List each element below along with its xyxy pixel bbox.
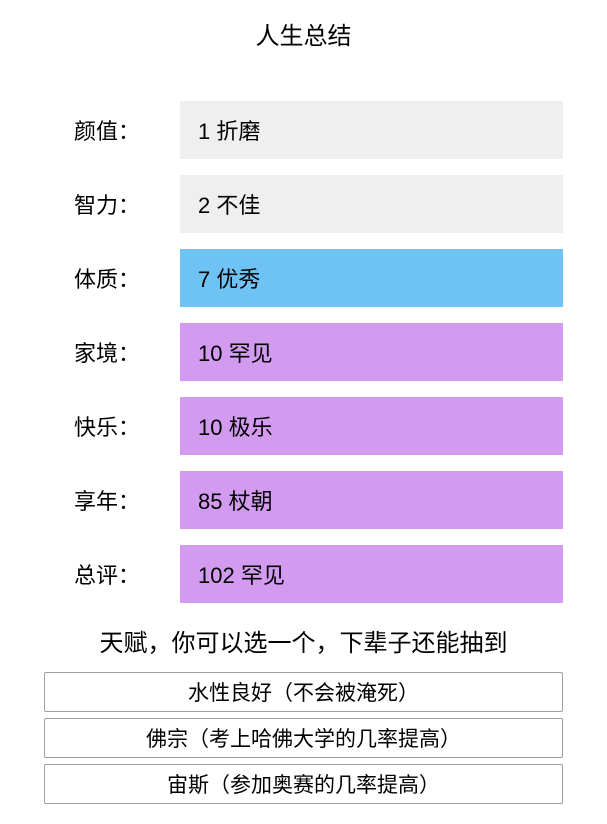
stat-value-text: 102 罕见: [180, 558, 285, 590]
talent-label: 宙斯（参加奥赛的几率提高）: [167, 769, 440, 799]
stat-label: 颜值：: [44, 101, 180, 159]
stat-row: 快乐： 10 极乐: [44, 397, 563, 455]
stat-value-text: 85 杖朝: [180, 484, 273, 516]
talent-label: 佛宗（考上哈佛大学的几率提高）: [146, 723, 461, 753]
stat-value-text: 10 极乐: [180, 410, 273, 442]
stat-value-wrap: 7 优秀: [180, 249, 563, 307]
stat-row: 享年： 85 杖朝: [44, 471, 563, 529]
stat-value-text: 1 折磨: [180, 114, 260, 146]
stat-label: 体质：: [44, 249, 180, 307]
stat-row: 智力： 2 不佳: [44, 175, 563, 233]
talents-list: 水性良好（不会被淹死） 佛宗（考上哈佛大学的几率提高） 宙斯（参加奥赛的几率提高…: [0, 672, 607, 804]
stat-value-text: 10 罕见: [180, 336, 273, 368]
stat-row: 家境： 10 罕见: [44, 323, 563, 381]
stat-value-wrap: 10 极乐: [180, 397, 563, 455]
stat-label: 家境：: [44, 323, 180, 381]
stat-value-wrap: 2 不佳: [180, 175, 563, 233]
stat-value-wrap: 85 杖朝: [180, 471, 563, 529]
talent-label: 水性良好（不会被淹死）: [188, 677, 419, 707]
stat-row: 总评： 102 罕见: [44, 545, 563, 603]
stat-value-wrap: 1 折磨: [180, 101, 563, 159]
stats-list: 颜值： 1 折磨 智力： 2 不佳 体质： 7 优秀 家境： 1: [0, 101, 607, 603]
stat-label: 智力：: [44, 175, 180, 233]
talents-header: 天赋，你可以选一个，下辈子还能抽到: [0, 623, 607, 658]
stat-value-wrap: 102 罕见: [180, 545, 563, 603]
page-title: 人生总结: [0, 0, 607, 101]
stat-value-text: 2 不佳: [180, 188, 260, 220]
stat-label: 总评：: [44, 545, 180, 603]
stat-label: 享年：: [44, 471, 180, 529]
talent-option[interactable]: 水性良好（不会被淹死）: [44, 672, 563, 712]
stat-label: 快乐：: [44, 397, 180, 455]
page-root: 人生总结 颜值： 1 折磨 智力： 2 不佳 体质： 7 优秀 家境：: [0, 0, 607, 824]
stat-value-wrap: 10 罕见: [180, 323, 563, 381]
stat-row: 颜值： 1 折磨: [44, 101, 563, 159]
stat-value-text: 7 优秀: [180, 262, 260, 294]
talent-option[interactable]: 佛宗（考上哈佛大学的几率提高）: [44, 718, 563, 758]
talent-option[interactable]: 宙斯（参加奥赛的几率提高）: [44, 764, 563, 804]
stat-row: 体质： 7 优秀: [44, 249, 563, 307]
